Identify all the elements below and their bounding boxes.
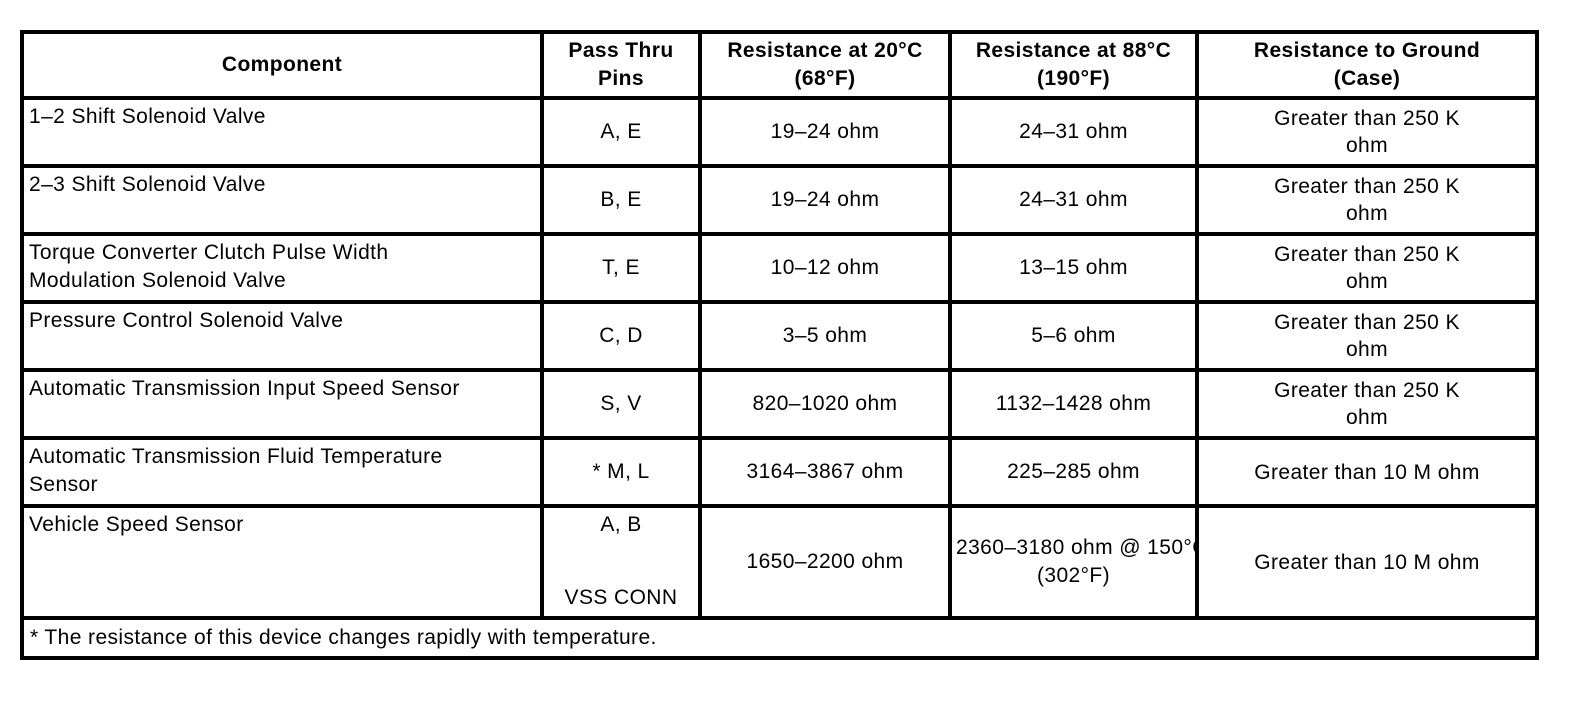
cell-pass-thru-pins: A, E [540, 96, 702, 168]
cell-component: 2–3 Shift Solenoid Valve [20, 164, 544, 236]
ground-line2: ohm [1345, 338, 1389, 361]
cell-resistance-20c: 3164–3867 ohm [698, 436, 952, 508]
cell-resistance-to-ground: Greater than 250 K ohm [1195, 232, 1539, 304]
ground-line1: Greater than 250 K [1274, 311, 1460, 334]
cell-resistance-88c: 5–6 ohm [948, 300, 1199, 372]
component-line2: Modulation Solenoid Valve [29, 269, 287, 292]
col-header-resistance-88c: Resistance at 88°C (190°F) [948, 30, 1199, 100]
r88-line1: 2360–3180 ohm @ 150°C [956, 536, 1197, 559]
cell-resistance-20c: 820–1020 ohm [698, 368, 952, 440]
cell-resistance-88c: 13–15 ohm [948, 232, 1199, 304]
cell-resistance-to-ground: Greater than 250 K ohm [1195, 164, 1539, 236]
col-header-component-label: Component [221, 53, 343, 76]
cell-resistance-88c: 225–285 ohm [948, 436, 1199, 508]
pins-bottom: VSS CONN [564, 586, 678, 609]
cell-resistance-88c: 24–31 ohm [948, 164, 1199, 236]
cell-pass-thru-pins: C, D [540, 300, 702, 372]
r88-line2: (302°F) [1036, 564, 1111, 587]
ground-line1: Greater than 250 K [1274, 243, 1460, 266]
ground-line1: Greater than 250 K [1274, 175, 1460, 198]
col-header-r88-line2: (190°F) [1036, 67, 1111, 90]
row-vehicle-speed-sensor: Vehicle Speed Sensor A, B VSS CONN 1650–… [20, 504, 1539, 620]
cell-resistance-to-ground: Greater than 10 M ohm [1195, 504, 1539, 620]
ground-line2: ohm [1345, 270, 1389, 293]
row-tcc-pwm-solenoid-valve: Torque Converter Clutch Pulse Width Modu… [20, 232, 1539, 304]
row-at-fluid-temperature-sensor: Automatic Transmission Fluid Temperature… [20, 436, 1539, 508]
cell-resistance-to-ground: Greater than 250 K ohm [1195, 368, 1539, 440]
footnote-cell: * The resistance of this device changes … [20, 616, 1539, 660]
ground-line1: Greater than 250 K [1274, 107, 1460, 130]
cell-component: Pressure Control Solenoid Valve [20, 300, 544, 372]
row-pressure-control-solenoid-valve: Pressure Control Solenoid Valve C, D 3–5… [20, 300, 1539, 372]
ground-line1: Greater than 250 K [1274, 379, 1460, 402]
component-line2: Sensor [29, 473, 98, 496]
cell-pass-thru-pins: * M, L [540, 436, 702, 508]
col-header-ground-line2: (Case) [1333, 67, 1401, 90]
resistance-spec-table: Component Pass Thru Pins Resistance at 2… [20, 30, 1539, 660]
ground-line2: ohm [1345, 202, 1389, 225]
pins-split: A, B VSS CONN [548, 510, 694, 614]
col-header-r20-line1: Resistance at 20°C [727, 39, 923, 62]
cell-pass-thru-pins: S, V [540, 368, 702, 440]
cell-component: Vehicle Speed Sensor [20, 504, 544, 620]
cell-pass-thru-pins: T, E [540, 232, 702, 304]
col-header-r20-line2: (68°F) [794, 67, 856, 90]
col-header-pass-thru-pins: Pass Thru Pins [540, 30, 702, 100]
cell-component: 1–2 Shift Solenoid Valve [20, 96, 544, 168]
ground-line2: ohm [1345, 134, 1389, 157]
col-header-r88-line1: Resistance at 88°C [975, 39, 1172, 62]
cell-resistance-20c: 19–24 ohm [698, 96, 952, 168]
cell-resistance-20c: 3–5 ohm [698, 300, 952, 372]
header-row: Component Pass Thru Pins Resistance at 2… [20, 30, 1539, 100]
col-header-resistance-to-ground: Resistance to Ground (Case) [1195, 30, 1539, 100]
pins-top: A, B [600, 513, 642, 536]
cell-component: Automatic Transmission Fluid Temperature… [20, 436, 544, 508]
row-at-input-speed-sensor: Automatic Transmission Input Speed Senso… [20, 368, 1539, 440]
cell-resistance-20c: 1650–2200 ohm [698, 504, 952, 620]
row-1-2-shift-solenoid-valve: 1–2 Shift Solenoid Valve A, E 19–24 ohm … [20, 96, 1539, 168]
cell-component: Torque Converter Clutch Pulse Width Modu… [20, 232, 544, 304]
col-header-ground-line1: Resistance to Ground [1253, 39, 1481, 62]
footnote-row: * The resistance of this device changes … [20, 616, 1539, 660]
row-2-3-shift-solenoid-valve: 2–3 Shift Solenoid Valve B, E 19–24 ohm … [20, 164, 1539, 236]
component-line1: Automatic Transmission Fluid Temperature [29, 445, 443, 468]
ground-line2: ohm [1345, 406, 1389, 429]
cell-pass-thru-pins: A, B VSS CONN [540, 504, 702, 620]
component-line1: Torque Converter Clutch Pulse Width [29, 241, 389, 264]
cell-resistance-88c: 1132–1428 ohm [948, 368, 1199, 440]
cell-component: Automatic Transmission Input Speed Senso… [20, 368, 544, 440]
col-header-resistance-20c: Resistance at 20°C (68°F) [698, 30, 952, 100]
cell-resistance-20c: 19–24 ohm [698, 164, 952, 236]
col-header-pins-line1: Pass Thru [568, 39, 674, 62]
cell-resistance-88c: 2360–3180 ohm @ 150°C (302°F) [948, 504, 1199, 620]
cell-resistance-20c: 10–12 ohm [698, 232, 952, 304]
cell-resistance-to-ground: Greater than 10 M ohm [1195, 436, 1539, 508]
cell-resistance-88c: 24–31 ohm [948, 96, 1199, 168]
cell-resistance-to-ground: Greater than 250 K ohm [1195, 96, 1539, 168]
col-header-pins-line2: Pins [598, 67, 644, 90]
cell-pass-thru-pins: B, E [540, 164, 702, 236]
cell-resistance-to-ground: Greater than 250 K ohm [1195, 300, 1539, 372]
col-header-component: Component [20, 30, 544, 100]
